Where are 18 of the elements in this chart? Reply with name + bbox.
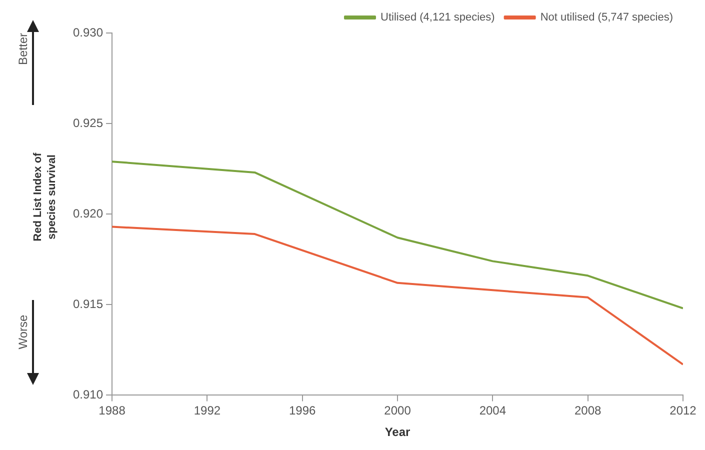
legend-label: Not utilised (5,747 species) bbox=[540, 12, 674, 24]
x-tick-label: 2000 bbox=[384, 404, 412, 418]
y-axis-title: Red List Index of species survival bbox=[31, 152, 59, 244]
y-tick-label: 0.925 bbox=[73, 116, 104, 130]
x-tick-label: 1988 bbox=[98, 404, 126, 418]
y-tick-label: 0.920 bbox=[73, 206, 104, 220]
y-tick-label: 0.915 bbox=[73, 296, 104, 311]
text: Worse bbox=[16, 314, 30, 352]
y-tick-label: 0.910 bbox=[73, 388, 104, 402]
text: Better bbox=[16, 32, 30, 68]
x-tick-label: 2008 bbox=[574, 404, 602, 418]
x-axis-title: Year bbox=[384, 425, 411, 440]
y-tick-label: 0.930 bbox=[73, 25, 104, 40]
x-tick-label: 2004 bbox=[479, 404, 506, 418]
x-tick-label: 1992 bbox=[194, 404, 221, 418]
x-tick-label: 1996 bbox=[289, 404, 316, 418]
x-tick-label: 2012 bbox=[670, 404, 697, 418]
legend-label: Utilised (4,121 species) bbox=[380, 12, 495, 24]
